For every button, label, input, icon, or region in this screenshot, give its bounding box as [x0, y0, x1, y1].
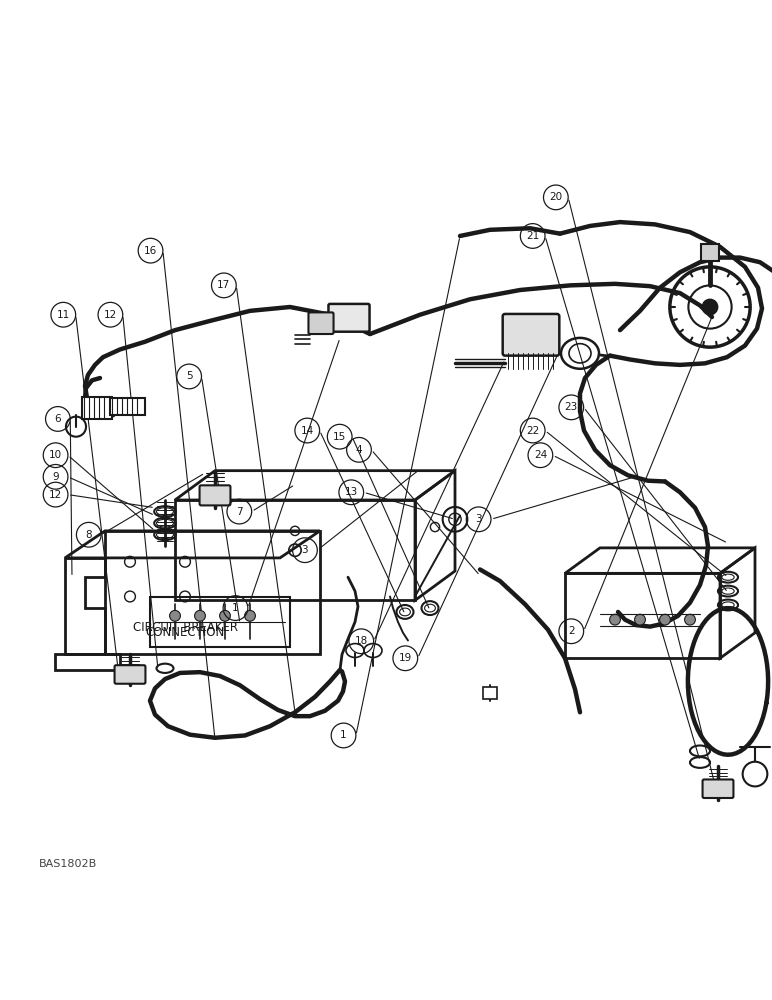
Text: 23: 23: [564, 402, 578, 412]
Text: CONNECTION: CONNECTION: [146, 626, 225, 639]
Text: 10: 10: [49, 450, 63, 460]
Text: CIRCUIT BREAKER: CIRCUIT BREAKER: [133, 621, 238, 634]
FancyBboxPatch shape: [82, 397, 112, 419]
FancyBboxPatch shape: [503, 314, 560, 356]
Text: 13: 13: [344, 487, 358, 497]
Circle shape: [703, 299, 718, 315]
Circle shape: [610, 614, 621, 625]
Text: 1: 1: [340, 730, 347, 740]
Circle shape: [635, 614, 645, 625]
Text: 3: 3: [302, 545, 308, 555]
Text: 1: 1: [232, 603, 239, 613]
Circle shape: [659, 614, 670, 625]
Text: 2: 2: [568, 626, 574, 636]
Text: 5: 5: [186, 371, 192, 381]
Circle shape: [245, 610, 256, 621]
Text: 21: 21: [526, 231, 540, 241]
Text: 15: 15: [333, 432, 347, 442]
FancyBboxPatch shape: [703, 779, 733, 798]
FancyBboxPatch shape: [114, 665, 145, 684]
FancyBboxPatch shape: [309, 312, 334, 334]
Text: 12: 12: [49, 490, 63, 500]
Circle shape: [219, 610, 230, 621]
Text: 16: 16: [144, 246, 157, 256]
Text: 9: 9: [52, 472, 59, 482]
Text: 24: 24: [533, 450, 547, 460]
Text: 17: 17: [217, 280, 231, 290]
Text: 11: 11: [56, 310, 70, 320]
FancyBboxPatch shape: [199, 485, 230, 505]
Text: 18: 18: [354, 636, 368, 646]
Text: 3: 3: [476, 514, 482, 524]
Text: BAS1802B: BAS1802B: [39, 859, 96, 869]
Circle shape: [195, 610, 205, 621]
Circle shape: [685, 614, 696, 625]
FancyBboxPatch shape: [483, 687, 497, 699]
FancyBboxPatch shape: [701, 244, 720, 261]
Text: 22: 22: [526, 426, 540, 436]
Text: 8: 8: [86, 530, 92, 540]
FancyBboxPatch shape: [328, 304, 370, 332]
FancyBboxPatch shape: [110, 398, 145, 415]
Circle shape: [170, 610, 181, 621]
Text: 4: 4: [356, 445, 362, 455]
Text: 20: 20: [549, 192, 563, 202]
Text: 19: 19: [398, 653, 412, 663]
Text: 14: 14: [300, 426, 314, 436]
Text: 7: 7: [236, 507, 242, 517]
Text: 12: 12: [103, 310, 117, 320]
Text: 6: 6: [55, 414, 61, 424]
